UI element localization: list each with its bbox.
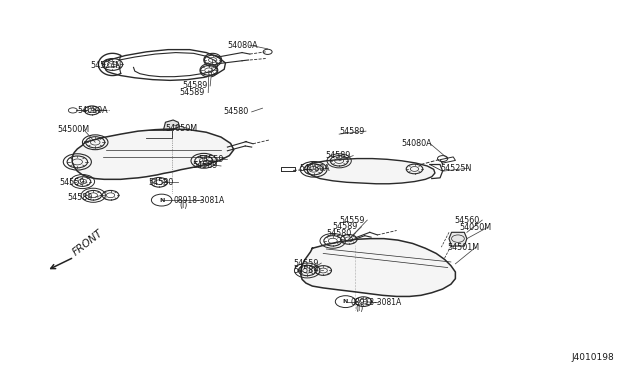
Text: FRONT: FRONT	[71, 228, 105, 257]
Text: N: N	[159, 198, 164, 203]
Text: 54524N: 54524N	[90, 61, 122, 70]
Text: 54559: 54559	[339, 216, 365, 225]
Text: 54559: 54559	[198, 155, 224, 164]
Text: 54050M: 54050M	[166, 124, 198, 133]
Text: 54500M: 54500M	[57, 125, 89, 134]
Polygon shape	[164, 120, 179, 130]
Text: 54580: 54580	[149, 178, 174, 187]
Text: 54589: 54589	[325, 151, 351, 160]
Text: 54589: 54589	[293, 266, 319, 275]
Text: N: N	[343, 299, 348, 304]
Text: 54080A: 54080A	[300, 164, 330, 173]
Text: 54050M: 54050M	[460, 223, 492, 232]
Text: 54589: 54589	[182, 81, 208, 90]
Text: 54080A: 54080A	[402, 139, 433, 148]
Text: 54559: 54559	[60, 178, 85, 187]
Text: 54589: 54589	[68, 193, 93, 202]
Text: 54589: 54589	[192, 161, 218, 170]
Polygon shape	[449, 232, 467, 246]
Text: 08918-3081A: 08918-3081A	[351, 298, 402, 307]
Text: 54525N: 54525N	[440, 164, 472, 173]
Text: 54560: 54560	[454, 216, 479, 225]
Polygon shape	[307, 158, 435, 184]
Text: (I): (I)	[356, 304, 364, 313]
Text: 54580: 54580	[223, 108, 248, 116]
Polygon shape	[301, 238, 456, 296]
Text: 54580: 54580	[326, 229, 351, 238]
Polygon shape	[72, 129, 234, 179]
Text: 54589: 54589	[333, 222, 358, 231]
Text: 54589: 54589	[179, 88, 205, 97]
Text: 54559: 54559	[293, 259, 319, 267]
Text: J4010198: J4010198	[571, 353, 614, 362]
Text: (I): (I)	[179, 201, 188, 210]
Text: 54501M: 54501M	[448, 243, 480, 251]
Text: 54589: 54589	[339, 126, 365, 136]
Text: 08918-3081A: 08918-3081A	[173, 196, 225, 205]
Text: 54080A: 54080A	[227, 41, 258, 50]
Text: 54080A: 54080A	[77, 106, 108, 115]
